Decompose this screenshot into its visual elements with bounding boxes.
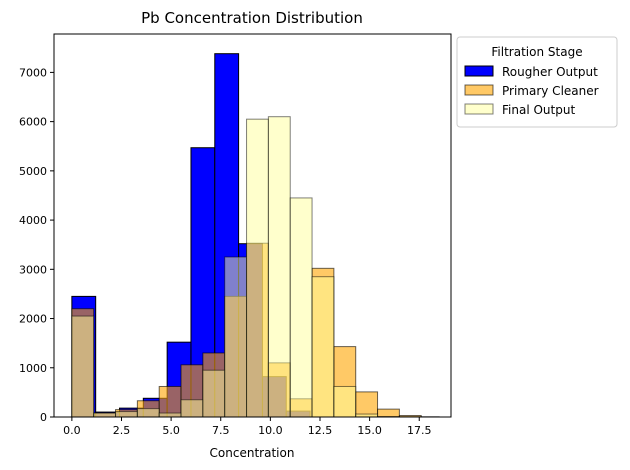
x-tick-label: 15.0 (357, 424, 382, 437)
y-tick-label: 5000 (19, 165, 47, 178)
y-tick-label: 7000 (19, 66, 47, 79)
y-tick-label: 6000 (19, 116, 47, 129)
bars (71, 53, 440, 418)
histogram-bar (267, 116, 291, 418)
x-axis: 0.0 2.5 5.0 7.5 10.0 12.5 15.0 17.5 (63, 417, 431, 437)
x-tick-label: 0.0 (63, 424, 81, 437)
x-tick-label: 5.0 (162, 424, 180, 437)
plot-frame (53, 33, 452, 418)
histogram-bar (377, 408, 400, 418)
x-tick-label: 10.0 (258, 424, 283, 437)
legend-frame (456, 36, 618, 128)
histogram-bar (246, 118, 269, 418)
y-tick-label: 0 (40, 411, 47, 424)
legend-swatch (464, 84, 494, 96)
y-tick-label: 1000 (19, 362, 47, 375)
legend-items: Rougher Output Primary Cleaner Final Outpu… (464, 65, 599, 117)
histogram-bar (355, 391, 379, 418)
chart-title: Pb Concentration Distribution (141, 9, 363, 27)
histogram-bar (289, 197, 313, 418)
legend-swatch (464, 65, 494, 77)
histogram-bar (311, 276, 335, 418)
x-tick-label: 2.5 (113, 424, 131, 437)
legend-swatch (464, 103, 494, 115)
histogram-bar (180, 399, 204, 418)
histogram-bar (158, 412, 182, 418)
y-tick-label: 3000 (19, 263, 47, 276)
legend-label: Rougher Output (502, 65, 598, 79)
legend-title: Filtration Stage (491, 45, 582, 59)
histogram-bar (71, 315, 95, 418)
histogram-bar (136, 408, 160, 418)
histogram-bar (158, 385, 182, 418)
y-axis: 0 1000 2000 3000 4000 5000 6000 7000 (19, 66, 54, 424)
legend: Filtration Stage Rougher Output Primary C… (456, 36, 618, 128)
histogram-bar (115, 411, 138, 418)
legend-label: Final Output (502, 103, 575, 117)
histogram-bar (224, 256, 248, 418)
y-tick-label: 2000 (19, 313, 47, 326)
x-tick-label: 7.5 (212, 424, 230, 437)
histogram-bar (93, 412, 117, 418)
y-tick-label: 4000 (19, 214, 47, 227)
legend-label: Primary Cleaner (502, 84, 599, 98)
x-tick-label: 17.5 (407, 424, 432, 437)
x-axis-label: Concentration (210, 446, 295, 460)
histogram-bar (333, 385, 357, 418)
histogram-bar (202, 369, 226, 418)
x-tick-label: 12.5 (308, 424, 333, 437)
